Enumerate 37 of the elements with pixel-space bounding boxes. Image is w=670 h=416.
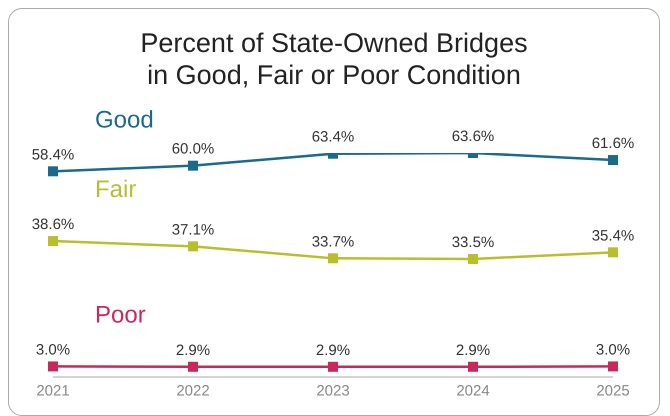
data-label: 2.9%: [456, 342, 490, 359]
data-label: 3.0%: [36, 341, 70, 358]
x-tick-label: 2021: [36, 382, 70, 400]
data-label: 35.4%: [592, 227, 634, 244]
chart-title: Percent of State-Owned Bridges in Good, Fair or Poor Condition: [139, 27, 529, 91]
data-label: 60.0%: [172, 140, 214, 158]
point: [608, 247, 618, 258]
point: [48, 361, 58, 372]
point: [188, 241, 198, 252]
point: [608, 361, 618, 372]
point: [188, 160, 198, 171]
point: [468, 362, 478, 372]
data-label: 33.5%: [452, 234, 494, 252]
data-label: 58.4%: [32, 146, 74, 164]
point: [328, 253, 338, 264]
data-label: 37.1%: [172, 221, 214, 238]
data-label: 63.6%: [452, 128, 494, 145]
point: [328, 362, 338, 372]
series-label: Good: [95, 106, 154, 134]
data-label: 61.6%: [592, 135, 634, 152]
data-label: 3.0%: [596, 341, 630, 358]
series-label: Poor: [95, 301, 146, 328]
point: [188, 362, 198, 372]
data-label: 63.4%: [312, 128, 354, 146]
point: [48, 166, 58, 176]
x-tick-label: 2025: [596, 382, 630, 400]
data-label: 2.9%: [176, 342, 210, 359]
data-label: 33.7%: [312, 233, 354, 250]
x-tick-label: 2022: [176, 382, 210, 400]
data-label: 38.6%: [32, 216, 74, 234]
x-tick-label: 2024: [456, 382, 490, 400]
point: [608, 155, 618, 166]
point: [468, 254, 478, 264]
data-label: 2.9%: [316, 342, 350, 359]
point: [48, 236, 58, 246]
series-label: Fair: [95, 176, 136, 204]
x-tick-label: 2023: [316, 382, 350, 400]
